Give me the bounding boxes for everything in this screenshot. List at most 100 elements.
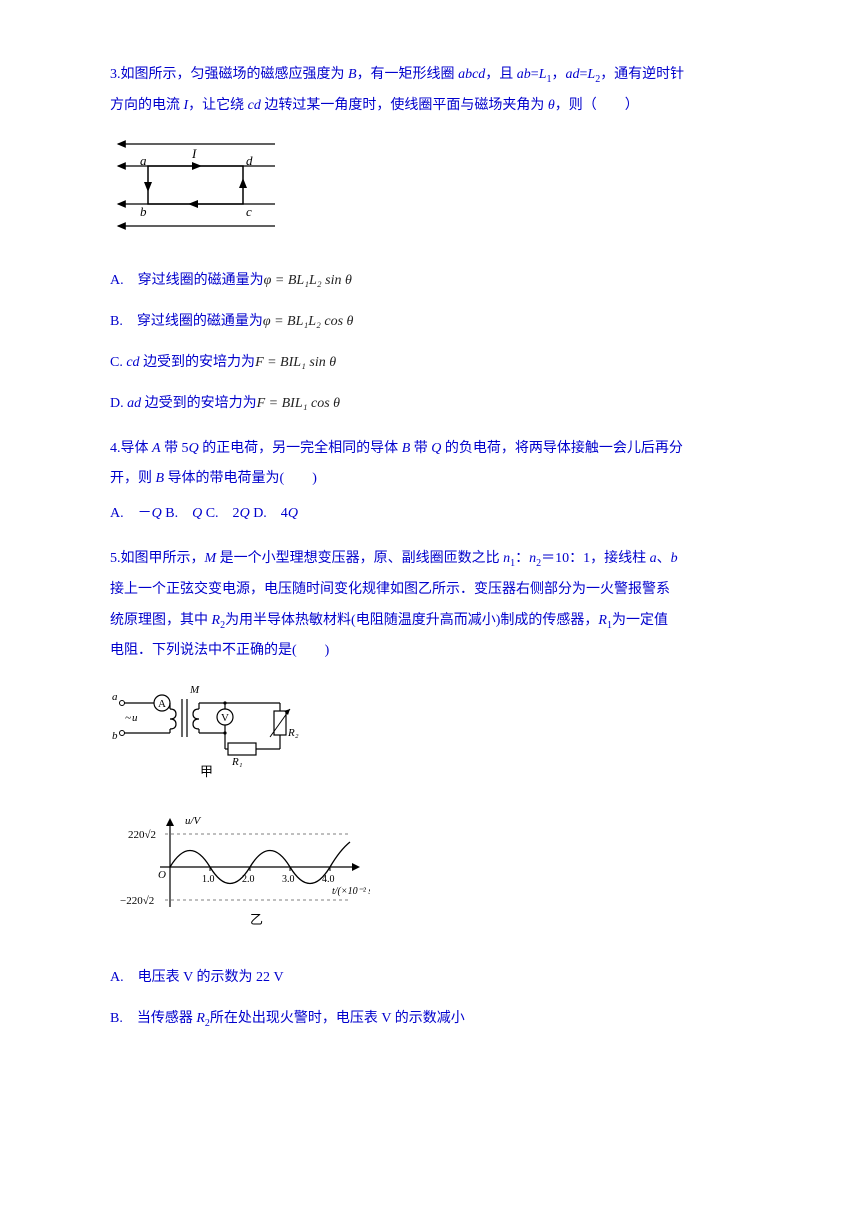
- q5-graph-svg: u/V 220√2 O −220√2 1.0 2.0 3.0 4.0 t/(×1…: [110, 812, 370, 932]
- q3-diagram-svg: a b c d I: [110, 136, 280, 236]
- q4-t3: 的正电荷，另一完全相同的导体: [199, 441, 402, 456]
- q5-R2: R: [212, 613, 221, 628]
- q4-t7: 导体的带电荷量为( ): [164, 471, 317, 486]
- q4-A-Q: Q: [152, 506, 162, 521]
- label-b: b: [140, 204, 147, 219]
- lbl-yi: 乙: [250, 912, 263, 927]
- q4-t6: 开，则: [110, 471, 156, 486]
- lbl-R1: R₁: [231, 756, 243, 768]
- q4-t4: 带: [410, 441, 431, 456]
- lbl-jia: 甲: [200, 764, 213, 779]
- q3-ad: ad: [565, 67, 579, 82]
- q4-B2: B: [156, 471, 165, 486]
- label-c: c: [246, 204, 252, 219]
- q3-B-formula: φ = BL₁L₂ cos θ: [263, 314, 354, 329]
- q4-D-pre: D. 4: [253, 506, 288, 521]
- q5-colon: ：: [515, 551, 529, 566]
- q4-A: A: [152, 441, 161, 456]
- q3-ab: ab: [517, 67, 531, 82]
- q4-D-Q: Q: [288, 506, 298, 521]
- lbl-R2: R₂: [287, 727, 299, 739]
- q5-t6: 为用半导体热敏材料(电阻随温度升高而减小)制成的传感器，: [225, 613, 598, 628]
- q3-t2: ，有一矩形线圈: [357, 67, 459, 82]
- xt3: 3.0: [282, 874, 295, 885]
- svg-text:~: ~: [125, 712, 131, 724]
- q3-B: B: [348, 67, 357, 82]
- q3-theta: θ: [548, 98, 555, 113]
- q3-C-formula: F = BIL₁ sin θ: [255, 355, 336, 370]
- q4-C-Q: Q: [240, 506, 250, 521]
- q3-B-pre: B. 穿过线圈的磁通量为: [110, 314, 263, 329]
- yt1: 220√2: [128, 829, 156, 841]
- q5-B-post: 所在处出现火警时，电压表 V 的示数减小: [210, 1011, 465, 1026]
- xlabel: t/(×10⁻² s): [332, 886, 370, 897]
- q5-t8: 电阻．下列说法中不正确的是( ): [110, 643, 329, 658]
- q4-t2: 带 5: [161, 441, 189, 456]
- q5-t1: 5.如图甲所示，: [110, 551, 205, 566]
- q4-options: A. －Q B. Q C. 2Q D. 4Q: [110, 499, 750, 530]
- q5-A: A. 电压表 V 的示数为 22 V: [110, 970, 284, 985]
- q3-D-mid: 边受到的安培力为: [141, 396, 257, 411]
- q3-A-pre: A. 穿过线圈的磁通量为: [110, 273, 264, 288]
- q3-cd: cd: [248, 98, 261, 113]
- q3-comma: ，: [551, 67, 565, 82]
- q3-stem: 3.如图所示，匀强磁场的磁感应强度为 B，有一矩形线圈 abcd，且 ab=L1…: [110, 60, 750, 122]
- lbl-V: V: [221, 712, 229, 724]
- q5-t5: 统原理图，其中: [110, 613, 212, 628]
- q4-t5: 的负电荷，将两导体接触一会儿后再分: [441, 441, 683, 456]
- q3-C-mid: 边受到的安培力为: [140, 355, 256, 370]
- q4-B-Q: Q: [192, 506, 202, 521]
- q5-t7: 为一定值: [612, 613, 668, 628]
- q3-D-pre: D.: [110, 396, 127, 411]
- q3-t4: ，通有逆时针: [600, 67, 684, 82]
- lbl-b: b: [112, 730, 118, 742]
- q5-dot: 、: [657, 551, 671, 566]
- q3-t6: ，让它绕: [188, 98, 248, 113]
- q3-figure: a b c d I: [110, 136, 750, 249]
- q3-t5: 方向的电流: [110, 98, 184, 113]
- q5-circuit-figure: a b ~ u A M R₂ V: [110, 681, 750, 794]
- q5-R1: R: [598, 613, 607, 628]
- q3-A-formula: φ = BL₁L₂ sin θ: [264, 273, 352, 288]
- q3-t3: ，且: [485, 67, 517, 82]
- q5-circuit-svg: a b ~ u A M R₂ V: [110, 681, 310, 781]
- q4-A-pre: A. －: [110, 506, 152, 521]
- q4-stem: 4.导体 A 带 5Q 的正电荷，另一完全相同的导体 B 带 Q 的负电荷，将两…: [110, 434, 750, 496]
- q3-C-cd: cd: [126, 355, 139, 370]
- label-d: d: [246, 153, 253, 168]
- q4-C-pre: C. 2: [206, 506, 240, 521]
- q5-B-pre: B. 当传感器: [110, 1011, 196, 1026]
- q5-graph-figure: u/V 220√2 O −220√2 1.0 2.0 3.0 4.0 t/(×1…: [110, 812, 750, 945]
- q3-paren: ，则（ ）: [555, 98, 639, 113]
- yt3: −220√2: [120, 895, 154, 907]
- q3-option-C: C. cd 边受到的安培力为F = BIL₁ sin θ: [110, 348, 750, 379]
- q3-D-ad: ad: [127, 396, 141, 411]
- q5-t2: 是一个小型理想变压器，原、副线圈匝数之比: [216, 551, 503, 566]
- q3-text: 3.如图所示，匀强磁场的磁感应强度为: [110, 67, 348, 82]
- q5-a: a: [650, 551, 657, 566]
- lbl-A: A: [158, 698, 166, 710]
- q3-option-B: B. 穿过线圈的磁通量为φ = BL₁L₂ cos θ: [110, 307, 750, 338]
- xt1: 1.0: [202, 874, 215, 885]
- q5-M: M: [205, 551, 217, 566]
- lbl-a: a: [112, 691, 118, 703]
- q3-option-D: D. ad 边受到的安培力为F = BIL₁ cos θ: [110, 389, 750, 420]
- q4-B: B: [402, 441, 411, 456]
- q5-b: b: [671, 551, 678, 566]
- ylabel: u/V: [185, 815, 202, 827]
- q4-t1: 4.导体: [110, 441, 152, 456]
- q3-C-pre: C.: [110, 355, 126, 370]
- q3-eq1: =: [531, 67, 539, 82]
- q3-t7: 边转过某一角度时，使线圈平面与磁场夹角为: [261, 98, 548, 113]
- q4-Q2: Q: [431, 441, 441, 456]
- yt2: O: [158, 869, 166, 881]
- q4-B-pre: B.: [165, 506, 192, 521]
- q5-t4: 接上一个正弦交变电源，电压随时间变化规律如图乙所示．变压器右侧部分为一火警报警系: [110, 582, 670, 597]
- q5-stem: 5.如图甲所示，M 是一个小型理想变压器，原、副线圈匝数之比 n1：n2＝10：…: [110, 544, 750, 667]
- q3-D-formula: F = BIL₁ cos θ: [257, 396, 340, 411]
- q3-abcd: abcd: [458, 67, 485, 82]
- lbl-u: u: [132, 712, 138, 724]
- q5-t3: ＝10：1，接线柱: [541, 551, 650, 566]
- label-a: a: [140, 153, 147, 168]
- q5-option-B: B. 当传感器 R2所在处出现火警时，电压表 V 的示数减小: [110, 1004, 750, 1035]
